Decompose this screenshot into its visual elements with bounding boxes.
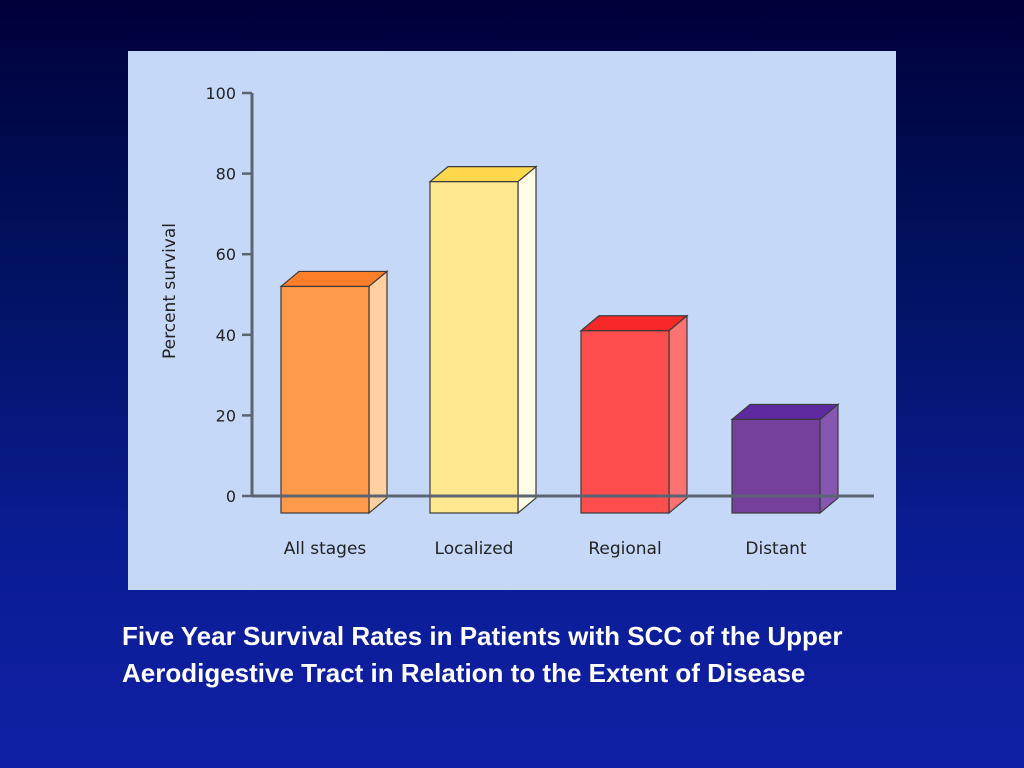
bar-regional [579, 314, 689, 515]
bar-chart: 0 20 40 60 80 100 Percent survival All stages Lo… [160, 84, 874, 559]
x-category-label: All stages [284, 539, 367, 559]
y-tick-label: 20 [216, 406, 236, 425]
bar-side-face [368, 270, 388, 515]
y-tick-label: 80 [216, 165, 236, 184]
axes [242, 91, 254, 498]
bar-side-face [517, 165, 537, 515]
labels: 0 20 40 60 80 100 Percent survival All stages Lo… [160, 84, 807, 559]
chart-panel: 0 20 40 60 80 100 Percent survival All stages Lo… [128, 51, 896, 590]
y-axis-title: Percent survival [160, 223, 180, 359]
y-tick-label: 40 [216, 326, 236, 345]
bar-front-face [429, 181, 519, 514]
bar-side-face [668, 314, 688, 515]
bar-front-face [580, 330, 670, 514]
x-category-label: Regional [588, 539, 661, 559]
y-tick-label: 100 [205, 84, 236, 103]
y-tick-label: 0 [226, 487, 236, 506]
x-category-label: Distant [745, 539, 807, 559]
bar-all-stages [279, 270, 389, 515]
bar-front-face [731, 418, 821, 514]
x-category-label: Localized [435, 539, 514, 559]
bars [279, 165, 840, 515]
y-tick-label: 60 [216, 245, 236, 264]
bar-front-face [280, 285, 370, 514]
bar-localized [428, 165, 538, 515]
slide-caption: Five Year Survival Rates in Patients wit… [122, 621, 843, 688]
